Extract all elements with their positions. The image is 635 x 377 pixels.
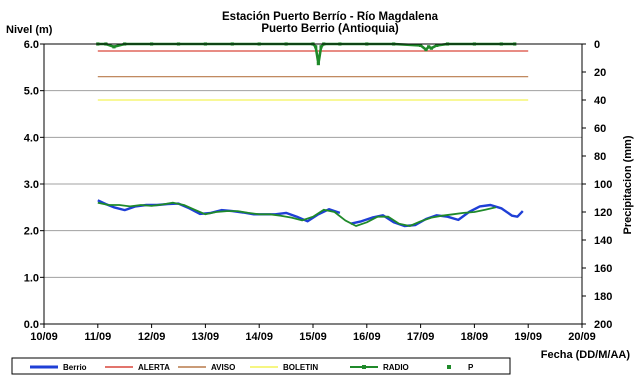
- legend-swatch-radio-marker: [362, 365, 366, 369]
- x-tick-label: 15/09: [299, 331, 327, 343]
- y2-tick-label: 120: [594, 207, 612, 219]
- y-tick-label: 0.0: [24, 319, 39, 331]
- x-tick-label: 13/09: [192, 331, 220, 343]
- legend-swatch-p: [447, 365, 451, 369]
- series-p-point: [316, 62, 320, 66]
- y-axis-ticks: 0.0 1.0 2.0 3.0 4.0 5.0 6.0: [24, 39, 44, 331]
- y2-tick-label: 0: [594, 39, 600, 51]
- plot-series: [96, 42, 529, 228]
- y2-tick-label: 60: [594, 123, 606, 135]
- series-p-point: [424, 48, 428, 52]
- legend: Berrio ALERTA AVISO BOLETIN RADIO P: [11, 357, 511, 375]
- chart-subtitle: Puerto Berrio (Antioquia): [261, 23, 399, 35]
- series-p-point: [319, 45, 323, 49]
- y2-tick-label: 80: [594, 151, 606, 163]
- x-tick-label: 19/09: [514, 331, 542, 343]
- y-tick-label: 3.0: [24, 179, 39, 191]
- x-tick-label: 12/09: [138, 331, 166, 343]
- y-axis-label: Nivel (m): [6, 24, 53, 36]
- legend-label-berrio: Berrio: [63, 363, 87, 372]
- y-tick-label: 4.0: [24, 132, 39, 144]
- x-tick-label: 18/09: [461, 331, 489, 343]
- y2-tick-label: 140: [594, 235, 612, 247]
- legend-label-aviso: AVISO: [211, 363, 235, 372]
- x-tick-label: 11/09: [84, 331, 111, 343]
- x-tick-label: 16/09: [353, 331, 381, 343]
- series-p-point: [427, 45, 431, 49]
- y-tick-label: 5.0: [24, 86, 39, 98]
- legend-box: [11, 357, 511, 375]
- series-p-point: [112, 45, 116, 49]
- series-radio-line: [97, 201, 497, 227]
- series-p-point: [435, 43, 439, 47]
- plot-frame: [43, 43, 583, 325]
- chart-title: Estación Puerto Berrío - Río Magdalena: [222, 11, 439, 23]
- x-tick-label: 14/09: [245, 331, 273, 343]
- x-axis-label: Fecha (DD/M/AA): [541, 349, 631, 361]
- y2-tick-label: 200: [594, 319, 612, 331]
- y-tick-label: 6.0: [24, 39, 39, 51]
- y2-tick-label: 180: [594, 291, 612, 303]
- legend-label-boletin: BOLETIN: [283, 363, 318, 372]
- y-tick-label: 2.0: [24, 226, 39, 238]
- legend-label-p: P: [468, 363, 474, 372]
- x-tick-label: 10/09: [30, 331, 58, 343]
- series-p-point: [314, 45, 318, 49]
- y-tick-label: 1.0: [24, 272, 39, 284]
- legend-label-radio: RADIO: [383, 363, 409, 372]
- y2-tick-label: 100: [594, 179, 612, 191]
- x-tick-label: 17/09: [407, 331, 435, 343]
- y2-tick-label: 20: [594, 67, 606, 79]
- y2-tick-label: 160: [594, 263, 612, 275]
- series-p-point: [429, 46, 433, 50]
- y2-tick-label: 40: [594, 95, 606, 107]
- y2-axis-ticks: 0 20 40 60 80 100 120 140 160 180 200: [582, 39, 612, 331]
- x-axis-ticks: 10/09 11/09 12/09 13/09 14/09 15/09 16/09 17/09…: [30, 324, 596, 343]
- x-tick-label: 20/09: [568, 331, 596, 343]
- gridlines: [44, 90, 582, 278]
- y2-axis-label: Precipitacion (mm): [622, 135, 634, 234]
- series-p-point: [419, 43, 423, 47]
- legend-label-alerta: ALERTA: [138, 363, 170, 372]
